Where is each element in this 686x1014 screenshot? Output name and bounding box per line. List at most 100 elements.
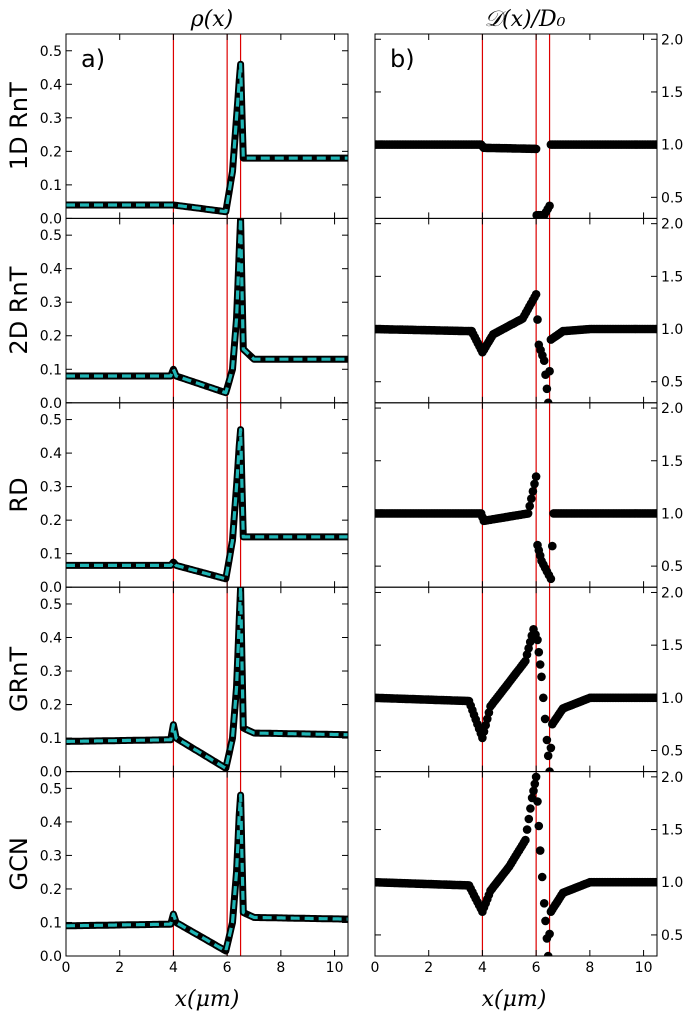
diff-row-4-point	[542, 735, 552, 745]
x-tick-label: 4	[478, 960, 487, 976]
y-tick-label: 0.0	[40, 765, 62, 781]
diff-row-3-point	[528, 487, 538, 496]
diff-row-5-point	[539, 899, 549, 908]
diff-row-5-point	[534, 821, 544, 831]
y-tick-label: 2.0	[661, 217, 683, 233]
y-tick-label: 0.5	[40, 44, 62, 60]
diff-row-2-frame	[374, 217, 658, 404]
diff-row-2-point	[545, 366, 554, 376]
y-tick-label: 2.0	[661, 770, 683, 786]
rho-row-3-fit-line	[66, 428, 348, 581]
x-tick-label: 2	[115, 960, 124, 976]
y-tick-label: 0.0	[40, 580, 62, 596]
y-tick-label: 0.2	[40, 329, 62, 345]
y-tick-label: 0.2	[40, 882, 62, 898]
diff-row-5-frame	[374, 771, 658, 957]
y-tick-label: 0.3	[40, 295, 62, 311]
diff-row-3-frame	[374, 402, 658, 588]
y-tick-label: 0.3	[40, 480, 62, 496]
diff-row-5-point	[537, 872, 547, 882]
diff-row-4-point	[540, 714, 550, 724]
y-tick-label: 0.2	[40, 698, 62, 714]
diff-row-5-point	[530, 779, 540, 789]
panel-b-label: b)	[390, 45, 415, 73]
diff-row-2-point	[539, 356, 549, 366]
right-x-axis-label: x(μm)	[482, 987, 547, 1012]
y-tick-label: 1.0	[661, 875, 683, 891]
y-tick-label: 0.1	[40, 731, 62, 747]
diff-row-3-point	[546, 574, 556, 584]
row-label-4: GRnT	[5, 646, 33, 711]
diff-row-4-point	[539, 693, 548, 703]
y-tick-label: 0.5	[661, 559, 683, 575]
row-label-3: RD	[5, 477, 33, 512]
diff-row-2-point	[531, 290, 541, 299]
x-tick-label: 6	[223, 960, 232, 976]
diff-row-3-point	[525, 501, 534, 511]
y-tick-label: 0.2	[40, 513, 62, 529]
diff-row-3-point	[523, 509, 533, 518]
y-tick-label: 0.4	[40, 630, 62, 646]
diff-row-4-point	[546, 743, 556, 753]
diff-row-5-series	[375, 772, 657, 956]
y-tick-label: 1.5	[661, 638, 683, 654]
rho-row-1-frame	[65, 33, 349, 219]
x-tick-label: 8	[585, 960, 594, 976]
diff-row-3-point	[530, 479, 539, 489]
rho-row-5-series	[66, 791, 348, 955]
y-tick-label: 1.0	[661, 138, 683, 154]
y-tick-label: 1.5	[661, 85, 683, 101]
y-tick-label: 1.0	[661, 691, 683, 707]
diff-row-4-series	[375, 625, 657, 772]
y-tick-label: 0.1	[40, 547, 62, 563]
y-tick-label: 0.0	[40, 211, 62, 227]
diff-row-3-point	[531, 472, 541, 481]
y-tick-label: 0.1	[40, 178, 62, 194]
row-label-2: 2D RnT	[5, 266, 33, 354]
diff-row-2-point	[533, 315, 542, 324]
y-tick-label: 1.5	[661, 454, 683, 470]
y-tick-label: 0.1	[40, 362, 62, 378]
x-tick-label: 2	[424, 960, 433, 976]
y-tick-label: 1.0	[661, 322, 683, 338]
y-tick-label: 1.0	[661, 506, 683, 522]
diff-row-5-point	[535, 846, 545, 855]
diff-row-4-point	[533, 635, 542, 645]
y-tick-label: 0.1	[40, 915, 62, 931]
y-tick-label: 0.5	[40, 413, 62, 429]
left-x-axis-label: x(μm)	[175, 987, 240, 1012]
diff-row-3-point	[527, 494, 536, 504]
y-tick-label: 0.5	[661, 375, 683, 391]
y-tick-label: 2.0	[661, 585, 683, 601]
diff-row-3-point	[548, 541, 557, 551]
rho-row-5-data-line	[66, 791, 348, 955]
y-tick-label: 0.4	[40, 815, 62, 831]
rho-row-4-series	[66, 587, 348, 772]
y-tick-label: 0.4	[40, 446, 62, 462]
y-tick-label: 0.0	[40, 949, 62, 965]
diff-row-5-point	[526, 804, 535, 813]
diff-row-5-point	[533, 797, 542, 806]
x-tick-label: 10	[326, 960, 344, 976]
y-tick-label: 1.5	[661, 269, 683, 285]
rho-row-1-series	[66, 60, 348, 216]
row-label-1: 1D RnT	[5, 82, 33, 170]
rho-row-1-fit-line	[66, 62, 348, 214]
rho-row-5-fit-line	[66, 793, 348, 953]
diff-row-1-point	[531, 144, 541, 154]
rho-row-3-data-line	[66, 426, 348, 583]
rho-row-4-fit-line	[66, 587, 348, 770]
y-tick-label: 1.5	[661, 823, 683, 839]
rho-row-2-fit-line	[66, 218, 348, 395]
x-tick-label: 4	[169, 960, 178, 976]
y-tick-label: 0.5	[661, 744, 683, 760]
y-tick-label: 0.3	[40, 111, 62, 127]
diff-row-4-point	[543, 751, 553, 761]
plot-area: 0.0 0.1 0.2 0.3 0.4 0.5 1D RnT a) 0.0 0.1 0.2 0.3 0.…	[5, 32, 683, 976]
y-tick-label: 0.4	[40, 77, 62, 93]
diff-row-2-point	[543, 398, 553, 403]
rho-row-2-series	[66, 218, 348, 397]
diff-row-4-point	[535, 660, 545, 669]
diff-row-1-frame	[374, 33, 658, 219]
x-tick-label: 6	[532, 960, 541, 976]
